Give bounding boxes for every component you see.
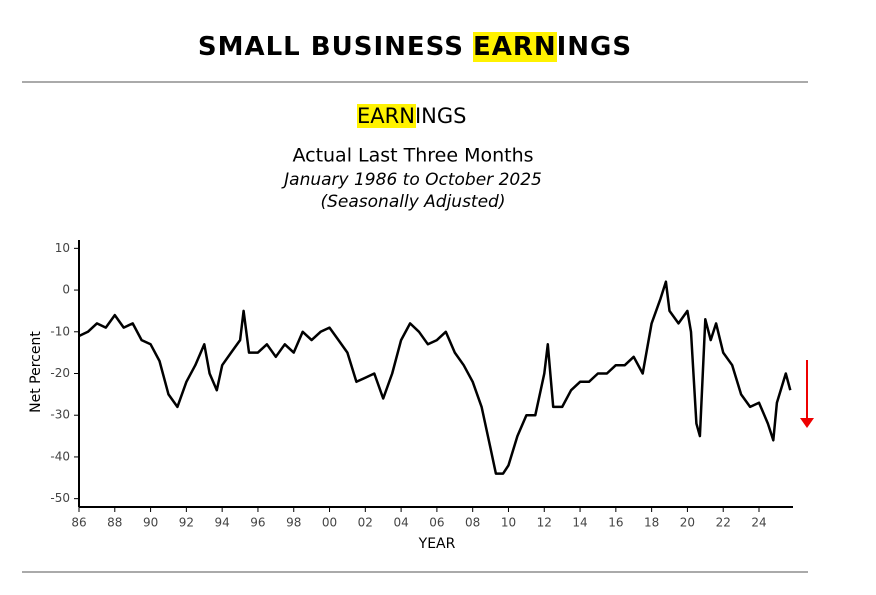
y-tick-label: -50 bbox=[50, 491, 70, 505]
y-tick-label: -30 bbox=[50, 408, 70, 422]
title-part: SMALL BUSINESS bbox=[197, 32, 464, 62]
x-tick-label: 94 bbox=[215, 516, 230, 530]
x-tick-label: 06 bbox=[429, 516, 444, 530]
y-tick-label: -40 bbox=[50, 449, 70, 463]
y-axis-label: Net Percent bbox=[28, 331, 44, 413]
x-tick-label: 86 bbox=[71, 516, 86, 530]
x-tick-label: 22 bbox=[716, 516, 731, 530]
y-tick-label: -20 bbox=[50, 366, 70, 380]
title-part: EARN bbox=[472, 32, 557, 62]
x-tick-label: 16 bbox=[608, 516, 623, 530]
page-title: SMALL BUSINESS EARNINGS bbox=[0, 32, 830, 62]
highlight bbox=[357, 104, 416, 128]
x-tick-label: 92 bbox=[179, 516, 194, 530]
heading-part: EARN bbox=[357, 104, 415, 128]
heading-part: INGS bbox=[415, 104, 467, 128]
y-tick-label: 0 bbox=[62, 283, 70, 297]
title-part: INGS bbox=[556, 32, 633, 62]
chart-subtitle: January 1986 to October 2025 bbox=[281, 170, 542, 190]
series-line bbox=[78, 280, 792, 475]
x-tick-label: 00 bbox=[322, 516, 337, 530]
arrow-head bbox=[800, 418, 814, 428]
x-axis-label: YEAR bbox=[418, 536, 456, 552]
y-tick-label: 10 bbox=[55, 241, 70, 255]
x-tick-label: 08 bbox=[465, 516, 480, 530]
x-tick-label: 20 bbox=[680, 516, 695, 530]
x-tick-label: 96 bbox=[250, 516, 265, 530]
x-tick-label: 98 bbox=[286, 516, 301, 530]
x-tick-label: 02 bbox=[358, 516, 373, 530]
x-tick-label: 18 bbox=[644, 516, 659, 530]
x-tick-label: 04 bbox=[393, 516, 408, 530]
x-tick-label: 24 bbox=[751, 516, 766, 530]
x-tick-label: 14 bbox=[572, 516, 587, 530]
x-tick-label: 10 bbox=[501, 516, 516, 530]
x-tick-label: 90 bbox=[143, 516, 158, 530]
x-tick-label: 88 bbox=[107, 516, 122, 530]
y-tick-label: -10 bbox=[50, 324, 70, 338]
x-tick-label: 12 bbox=[537, 516, 552, 530]
chart-title: Actual Last Three Months bbox=[292, 145, 533, 167]
chart-heading: EARNINGS bbox=[357, 104, 466, 128]
chart-note: (Seasonally Adjusted) bbox=[321, 192, 506, 212]
